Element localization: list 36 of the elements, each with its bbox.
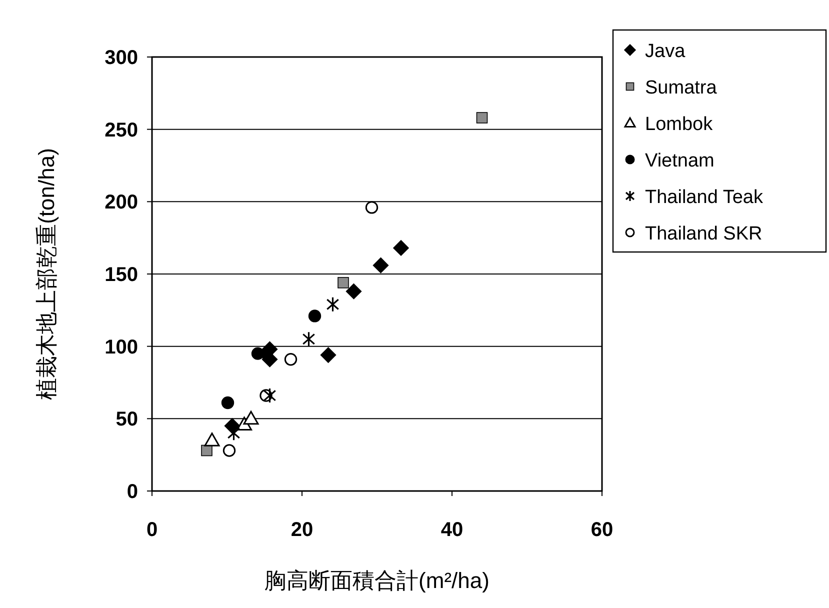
y-axis-title: 植栽木地上部乾重(ton/ha): [34, 148, 59, 400]
point: [393, 240, 409, 256]
point: [221, 396, 234, 410]
x-tick-label: 60: [590, 519, 614, 541]
x-tick-label: 20: [290, 519, 314, 541]
point: [284, 353, 298, 366]
point: [201, 444, 212, 456]
point: [222, 444, 236, 457]
y-tick-label: 250: [104, 119, 138, 142]
point: [308, 310, 322, 322]
legend-label: Thailand SKR: [645, 224, 762, 244]
point: [346, 284, 362, 300]
legend-label: Sumatra: [645, 78, 718, 98]
y-tick-label: 50: [116, 408, 138, 431]
point: [320, 347, 336, 363]
legend-label: Thailand Teak: [645, 187, 764, 208]
point: [373, 258, 388, 274]
point: [204, 432, 220, 446]
x-tick-label: 0: [146, 519, 158, 541]
y-tick-label: 0: [126, 481, 138, 503]
legend-label: Java: [645, 41, 686, 62]
y-tick-label: 200: [104, 192, 138, 214]
y-tick-label: 100: [104, 336, 138, 358]
x-tick-label: 40: [440, 519, 464, 541]
point: [302, 331, 316, 347]
point: [365, 201, 378, 214]
legend-label: Vietnam: [645, 150, 714, 172]
y-tick-label: 150: [104, 264, 138, 286]
legend-label: Lombok: [645, 114, 714, 135]
point: [476, 112, 488, 124]
point: [243, 410, 259, 425]
point: [263, 388, 276, 404]
x-axis-title: 胸高断面積合計(m²/ha): [264, 568, 490, 593]
point: [338, 277, 349, 288]
y-tick-label: 300: [104, 47, 138, 69]
point: [326, 296, 340, 312]
